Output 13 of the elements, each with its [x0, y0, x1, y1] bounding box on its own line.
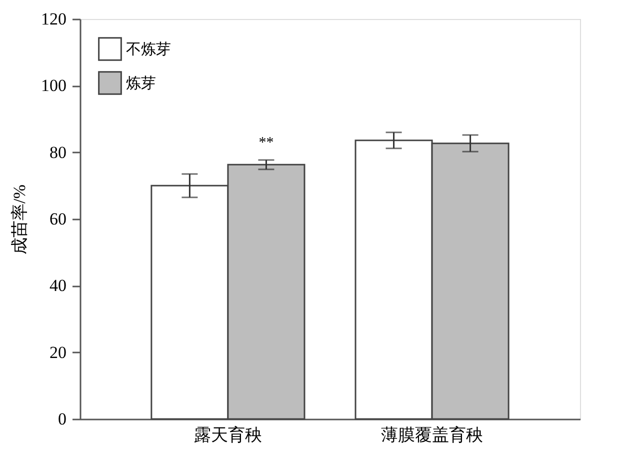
y-tick-label: 120 — [41, 10, 66, 28]
y-tick-label: 80 — [50, 142, 66, 162]
x-tick-label: 露天育秧 — [194, 426, 262, 444]
y-tick-label: 40 — [50, 276, 66, 296]
y-tick-label: 60 — [50, 210, 66, 228]
y-axis-title: 成苗率/% — [10, 184, 29, 254]
y-tick-label: 100 — [41, 76, 66, 96]
annotation: ** — [258, 135, 274, 151]
y-tick-label: 20 — [50, 342, 66, 362]
legend-label: 炼芽 — [126, 75, 156, 92]
y-tick-label: 0 — [58, 410, 66, 428]
x-tick-label: 薄膜覆盖育秧 — [381, 426, 484, 444]
legend-label: 不炼芽 — [126, 41, 171, 58]
